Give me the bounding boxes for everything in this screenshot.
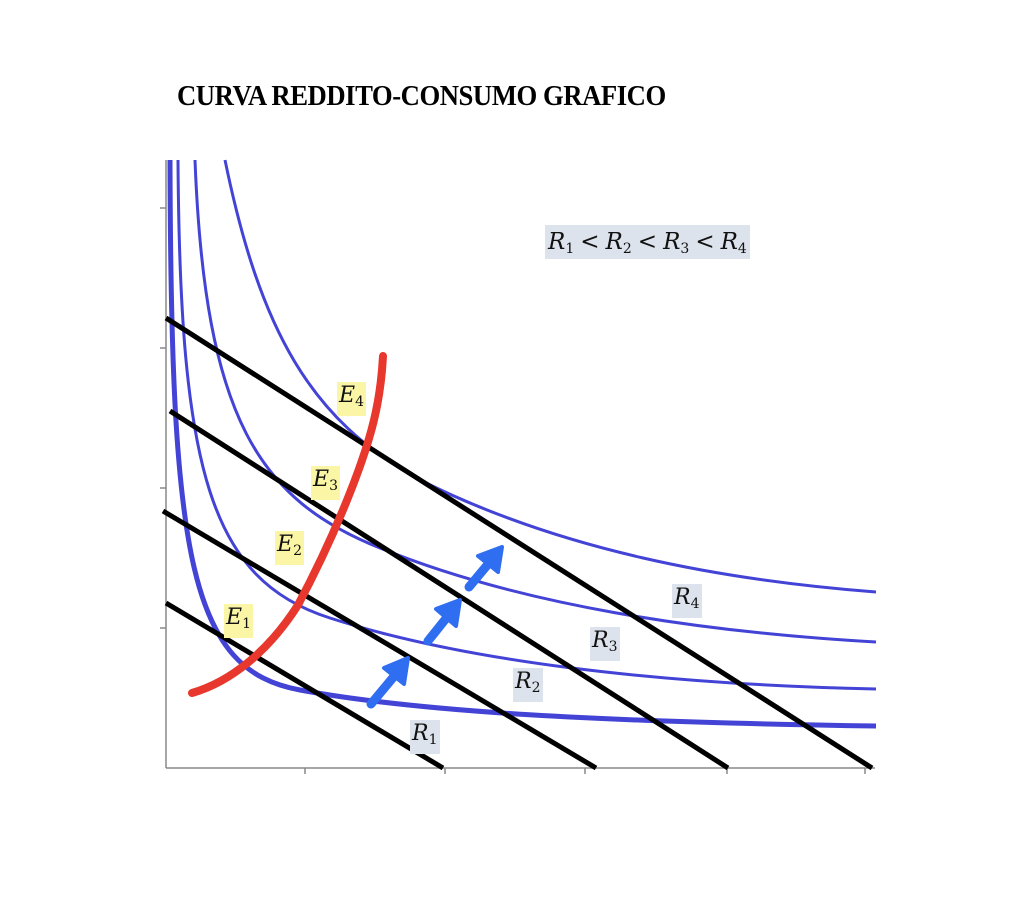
equilibrium-label-e2: E2: [275, 531, 304, 565]
label-letter: E: [226, 605, 243, 630]
diagram-title: CURVA REDDITO-CONSUMO GRAFICO: [177, 80, 666, 112]
label-sub: 1: [242, 616, 251, 632]
label-letter: R: [515, 669, 532, 694]
label-sub: 4: [355, 394, 364, 410]
budget-line-r4: [164, 315, 874, 771]
legend-term-sub: 1: [565, 241, 575, 257]
label-sub: 3: [329, 478, 338, 494]
budget-label-r2: R2: [513, 668, 543, 702]
legend-term: R: [605, 229, 623, 255]
income-consumption-curve: [188, 352, 387, 697]
label-letter: E: [277, 532, 294, 557]
label-sub: 3: [608, 639, 618, 655]
legend-operator: <: [695, 229, 715, 255]
arrow-icon: [366, 656, 410, 709]
label-sub: 1: [428, 732, 438, 748]
budget-line-r2: [161, 508, 598, 771]
arrow-icon: [423, 598, 462, 646]
equilibrium-label-e4: E4: [337, 382, 366, 416]
label-letter: E: [313, 467, 330, 492]
budget-label-r4: R4: [672, 584, 702, 618]
budget-line-r3: [168, 408, 730, 771]
budget-lines: [161, 315, 874, 771]
legend-operator: <: [637, 229, 658, 255]
income-order-legend: R1 < R2 < R3 < R4: [545, 225, 750, 259]
legend-term-sub: 2: [622, 241, 632, 257]
label-letter: R: [674, 585, 691, 610]
label-sub: 4: [690, 596, 700, 612]
legend-term: R: [548, 229, 566, 255]
equilibrium-label-e3: E3: [311, 466, 340, 500]
axes: [160, 160, 875, 774]
budget-label-r3: R3: [590, 627, 620, 661]
budget-label-r1: R1: [410, 720, 440, 754]
legend-term: R: [720, 229, 738, 255]
indifference-curve-2: [176, 159, 877, 691]
legend-operator: <: [580, 229, 600, 255]
label-letter: R: [412, 721, 429, 746]
indifference-curve-1: [167, 159, 877, 729]
budget-line-r1: [164, 600, 445, 771]
shift-arrows: [366, 545, 504, 709]
legend-term: R: [663, 229, 681, 255]
legend-term-sub: 3: [680, 241, 690, 257]
legend-term-sub: 4: [737, 241, 747, 257]
label-letter: R: [592, 628, 609, 653]
label-letter: E: [339, 383, 356, 408]
arrow-icon: [464, 545, 504, 592]
label-sub: 2: [293, 543, 302, 559]
equilibrium-label-e1: E1: [224, 604, 253, 638]
label-sub: 2: [531, 680, 541, 696]
